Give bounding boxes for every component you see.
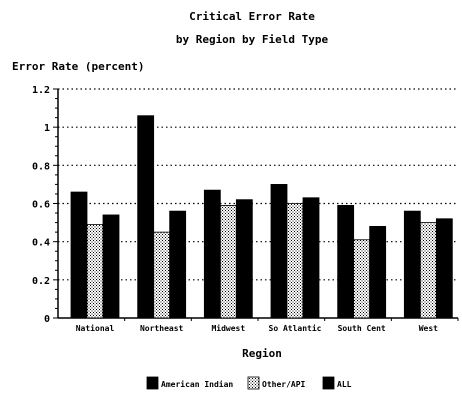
bars [70,115,453,319]
bar [219,205,237,319]
x-tick-label: So Atlantic [269,323,322,333]
bar [153,231,171,319]
y-tick-label: 1 [44,123,50,134]
bar [137,115,155,319]
legend-swatch [146,376,159,390]
chart-subtitle: by Region by Field Type [176,33,329,46]
x-tick-labels: National Northeast Midwest So Atlantic South… [76,323,438,333]
bar [286,203,304,319]
legend-label: American Indian [161,379,233,389]
legend-swatch [247,376,260,390]
bar [403,210,421,319]
x-tick-label: Midwest [211,323,245,333]
x-tick-label: National [76,323,115,333]
bar [169,210,187,319]
bar [353,239,371,319]
bar [270,184,288,319]
y-tick-label: 0.6 [32,200,50,211]
bar [102,214,120,319]
legend-swatch [322,376,335,390]
x-tick-label: Northeast [140,324,184,333]
y-axis-label: Error Rate (percent) [12,60,144,73]
chart-title: Critical Error Rate [189,10,315,23]
bar [70,191,88,319]
y-tick-label: 0 [44,314,50,325]
bar [203,189,221,319]
legend: American Indian Other/API ALL [146,376,352,390]
bar [235,199,253,319]
bar [435,218,453,319]
legend-label: Other/API [262,380,306,389]
y-tick-label: 0.2 [32,276,50,287]
bar [337,205,355,319]
x-tick-label: South Cent [338,324,386,333]
y-tick-label: 1.2 [32,85,50,96]
bar [419,222,437,319]
bar [302,197,320,319]
bar [86,224,104,319]
x-axis-label: Region [242,347,282,360]
y-tick-label: 0.4 [32,238,50,249]
y-tick-labels: 0 0.2 0.4 0.6 0.8 1 1.2 [32,85,50,325]
legend-label: ALL [337,380,352,389]
x-tick-label: West [419,324,438,333]
y-tick-label: 0.8 [32,161,50,172]
bar [369,225,387,319]
axes [53,88,459,321]
grid-lines [58,88,458,281]
